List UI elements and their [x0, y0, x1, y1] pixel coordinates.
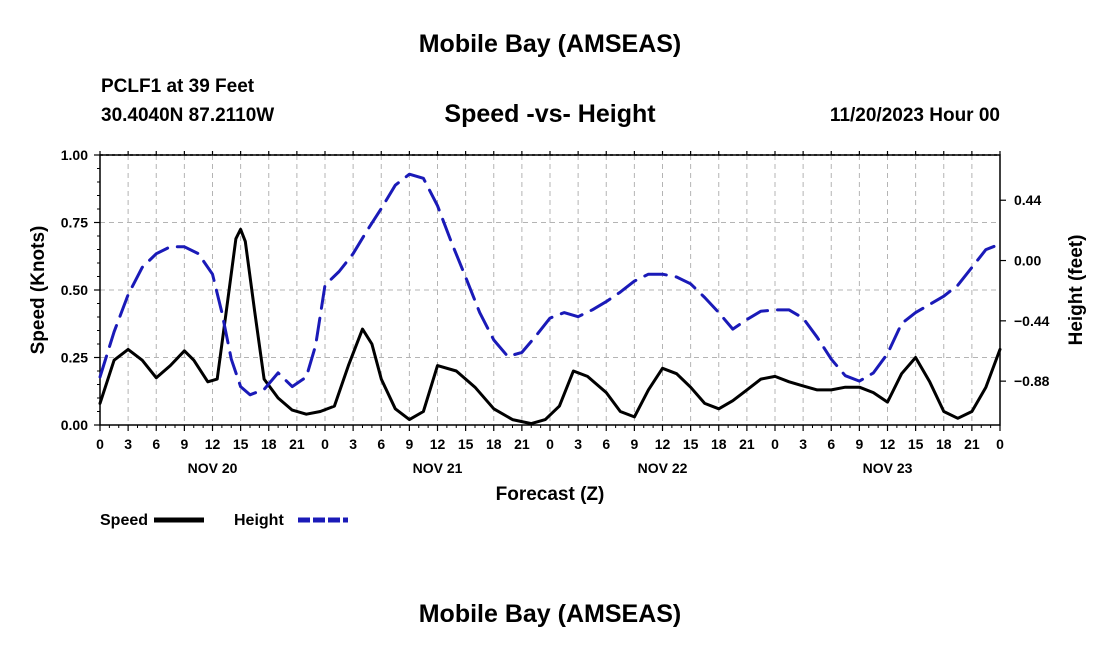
y-tick-label-right: 0.44	[1014, 192, 1041, 208]
grid	[100, 155, 1000, 425]
legend-label-height: Height	[234, 512, 284, 529]
station-coordinates: 30.4040N 87.2110W	[101, 105, 275, 126]
x-tick-label: 15	[683, 436, 699, 452]
x-tick-label: 15	[458, 436, 474, 452]
legend-label-speed: Speed	[100, 512, 148, 529]
x-tick-label: 9	[180, 436, 188, 452]
day-label: NOV 20	[188, 460, 238, 476]
x-tick-label: 3	[799, 436, 807, 452]
x-tick-label: 9	[405, 436, 413, 452]
x-tick-label: 0	[996, 436, 1004, 452]
y-tick-label-right: −0.44	[1014, 313, 1050, 329]
y-tick-label-left: 0.75	[61, 215, 88, 231]
chart-title: Speed -vs- Height	[444, 100, 656, 128]
x-tick-label: 21	[289, 436, 305, 452]
x-tick-label: 0	[771, 436, 779, 452]
x-tick-label: 6	[152, 436, 160, 452]
legend: Speed Height	[100, 512, 348, 529]
x-tick-label: 15	[908, 436, 924, 452]
x-axis-title: Forecast (Z)	[496, 484, 605, 505]
x-tick-label: 12	[205, 436, 221, 452]
page-title: Mobile Bay (AMSEAS)	[418, 30, 682, 58]
day-label: NOV 23	[863, 460, 913, 476]
forecast-date: 11/20/2023 Hour 00	[829, 105, 1000, 126]
footer-title: Mobile Bay (AMSEAS)	[418, 600, 682, 628]
x-tick-label: 9	[630, 436, 638, 452]
x-tick-label: 0	[96, 436, 104, 452]
axis-labels: 0 3 6 9 12 15 18 21 0 3 6 9 12 15 18 21 0 3 6 9 12 15 18 21 0 3 6 9…	[61, 147, 1050, 476]
day-label: NOV 22	[638, 460, 688, 476]
series-line-height	[98, 172, 1002, 397]
x-tick-label: 12	[430, 436, 446, 452]
y-tick-label-left: 1.00	[61, 147, 88, 163]
x-tick-label: 9	[855, 436, 863, 452]
y-tick-label-left: 0.25	[61, 350, 88, 366]
x-tick-label: 3	[349, 436, 357, 452]
y-tick-label-right: 0.00	[1014, 253, 1041, 269]
x-tick-label: 0	[546, 436, 554, 452]
y-axis-title-right: Height (feet)	[1066, 235, 1087, 346]
x-tick-label: 12	[655, 436, 671, 452]
day-label: NOV 21	[413, 460, 463, 476]
x-tick-label: 21	[964, 436, 980, 452]
x-tick-label: 18	[486, 436, 502, 452]
x-tick-label: 15	[233, 436, 249, 452]
series-lines	[98, 172, 1002, 426]
y-tick-label-left: 0.00	[61, 417, 88, 433]
axis-ticks	[94, 151, 1006, 431]
x-tick-label: 21	[514, 436, 530, 452]
y-tick-label-left: 0.50	[61, 282, 88, 298]
series-line-speed	[98, 227, 1002, 426]
x-tick-label: 6	[827, 436, 835, 452]
x-tick-label: 18	[711, 436, 727, 452]
x-tick-label: 0	[321, 436, 329, 452]
y-tick-label-right: −0.88	[1014, 373, 1050, 389]
x-tick-label: 12	[880, 436, 896, 452]
x-tick-label: 6	[377, 436, 385, 452]
x-tick-label: 3	[124, 436, 132, 452]
x-tick-label: 18	[261, 436, 277, 452]
y-axis-title-left: Speed (Knots)	[28, 226, 49, 355]
x-tick-label: 3	[574, 436, 582, 452]
x-tick-label: 18	[936, 436, 952, 452]
x-tick-label: 6	[602, 436, 610, 452]
station-label: PCLF1 at 39 Feet	[101, 76, 255, 97]
x-tick-label: 21	[739, 436, 755, 452]
